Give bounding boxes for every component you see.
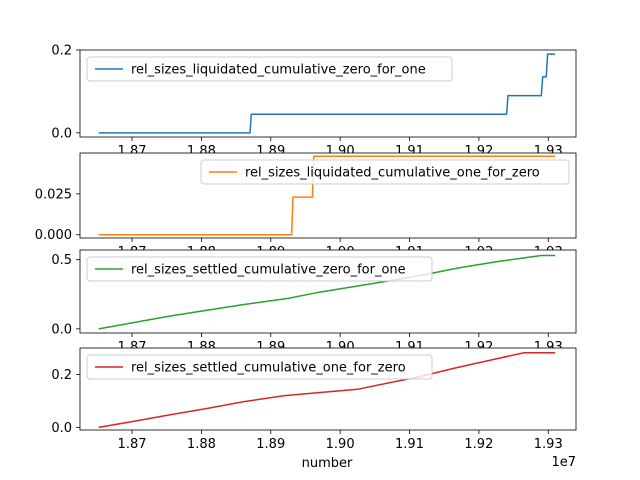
legend-2: rel_sizes_liquidated_cumulative_one_for_… [200,159,570,185]
chart-panels: 1.87 1.88 1.89 1.90 1.91 1.92 1.93 0.0 0.2 rel_si… [35,44,577,452]
legend-box [200,159,570,185]
y-tick-label: 0.0 [51,322,72,337]
series-line-4 [98,352,556,429]
series-line-3 [98,254,556,330]
legend-label: rel_sizes_liquidated_cumulative_one_for_… [245,166,540,181]
x-tick-label: 1.93 [534,437,563,452]
legend-box [86,256,433,282]
y-tick-label: 0.5 [51,253,72,268]
y-tick-label: 0.2 [51,44,72,59]
legend-box [86,56,453,82]
y-tick-label: 0.000 [35,228,72,243]
y-tick-label: 0.2 [51,368,72,383]
legend-label: rel_sizes_liquidated_cumulative_zero_for… [131,63,426,78]
legend-1: rel_sizes_liquidated_cumulative_zero_for… [86,56,453,82]
panel-2: 1.871.881.891.901.911.921.930.0000.025re… [35,152,577,260]
legend-4: rel_sizes_settled_cumulative_one_for_zer… [86,354,433,380]
x-tick-label: 1.92 [464,437,493,452]
x-axis-label: number [302,456,353,471]
x-tick-label: 1.89 [256,437,285,452]
series-line-2 [98,155,556,236]
x-tick-label: 1.91 [395,437,424,452]
x-tick-label: 1.88 [187,437,216,452]
x-axis-offset-label: 1e7 [551,455,576,470]
legend-label: rel_sizes_settled_cumulative_zero_for_on… [131,263,406,278]
legend-label: rel_sizes_settled_cumulative_one_for_zer… [131,361,406,376]
x-tick-label: 1.90 [326,437,355,452]
legend-3: rel_sizes_settled_cumulative_zero_for_on… [86,256,433,282]
y-tick-label: 0.0 [51,421,72,436]
panel-3: 1.87 1.88 1.89 1.90 1.91 1.92 1.930.00.5rel_si… [51,249,577,355]
series-line-1 [98,53,556,134]
y-tick-label: 0.025 [35,187,72,202]
y-tick-label: 0.0 [51,126,72,141]
panel-4: 1.87 1.88 1.89 1.90 1.91 1.92 1.93 0.0 0.2 rel_si… [51,347,577,452]
legend-box [86,354,433,380]
x-tick-label: 1.87 [118,437,147,452]
